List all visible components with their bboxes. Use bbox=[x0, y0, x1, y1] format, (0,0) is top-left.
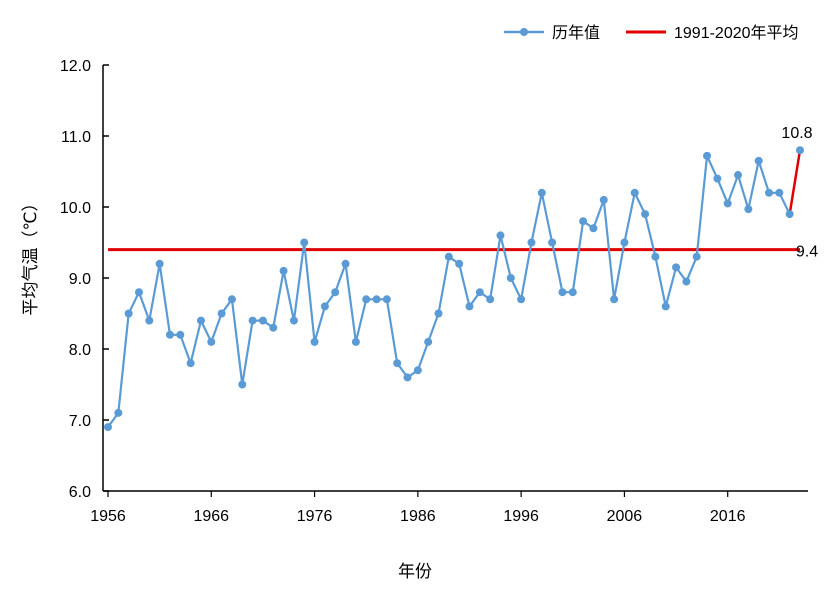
legend-label-average: 1991-2020年平均 bbox=[674, 24, 799, 42]
data-point bbox=[661, 302, 670, 311]
x-tick-label: 2016 bbox=[710, 508, 746, 525]
x-tick-label: 1986 bbox=[400, 508, 436, 525]
annotation-average-value: 9.4 bbox=[796, 244, 818, 261]
y-tick-label: 12.0 bbox=[60, 58, 91, 75]
data-point bbox=[413, 366, 422, 375]
data-point bbox=[568, 288, 577, 297]
data-point bbox=[682, 277, 691, 286]
data-point bbox=[124, 309, 133, 318]
y-tick-label: 9.0 bbox=[69, 271, 91, 288]
data-point bbox=[341, 259, 350, 268]
data-point bbox=[465, 302, 474, 311]
data-point bbox=[455, 259, 464, 268]
x-tick-label: 1996 bbox=[503, 508, 539, 525]
data-point bbox=[589, 224, 598, 233]
legend-marker-series bbox=[520, 28, 528, 36]
data-point bbox=[785, 210, 794, 219]
data-point bbox=[362, 295, 371, 304]
data-point bbox=[796, 146, 804, 155]
data-point bbox=[548, 238, 557, 247]
data-point bbox=[496, 231, 505, 240]
y-tick-label: 8.0 bbox=[69, 342, 91, 359]
series-last-segment bbox=[788, 150, 802, 215]
data-point bbox=[258, 316, 267, 325]
x-tick-label: 1966 bbox=[193, 508, 229, 525]
data-point bbox=[279, 266, 288, 275]
data-point bbox=[651, 252, 660, 261]
x-tick-label: 1976 bbox=[297, 508, 333, 525]
legend-label-series: 历年值 bbox=[552, 24, 600, 42]
data-point bbox=[754, 156, 763, 165]
series-line bbox=[107, 151, 791, 428]
data-point bbox=[186, 359, 195, 368]
data-point bbox=[320, 302, 329, 311]
data-point bbox=[558, 288, 567, 297]
data-point bbox=[434, 309, 443, 318]
data-point bbox=[104, 423, 112, 432]
data-point bbox=[486, 295, 495, 304]
y-tick-label: 7.0 bbox=[69, 413, 91, 430]
data-point bbox=[300, 238, 309, 247]
data-point bbox=[382, 295, 391, 304]
data-point bbox=[351, 337, 360, 346]
data-point bbox=[672, 263, 681, 272]
data-point bbox=[610, 295, 619, 304]
data-point bbox=[248, 316, 257, 325]
annotation-last-value: 10.8 bbox=[781, 125, 812, 142]
data-point bbox=[641, 210, 650, 219]
data-point bbox=[310, 337, 319, 346]
data-point bbox=[155, 259, 164, 268]
data-point bbox=[775, 188, 784, 197]
data-point bbox=[692, 252, 701, 261]
data-point bbox=[393, 359, 402, 368]
data-point bbox=[765, 188, 774, 197]
x-tick-label: 2006 bbox=[607, 508, 643, 525]
data-point bbox=[424, 337, 433, 346]
data-point bbox=[703, 151, 712, 160]
data-point bbox=[599, 195, 608, 204]
y-tick-label: 11.0 bbox=[61, 129, 91, 146]
data-point bbox=[475, 288, 484, 297]
data-point bbox=[331, 288, 340, 297]
data-point bbox=[372, 295, 381, 304]
data-point bbox=[196, 316, 205, 325]
data-point bbox=[527, 238, 536, 247]
data-point bbox=[713, 174, 722, 183]
data-point bbox=[238, 380, 247, 389]
data-point bbox=[403, 373, 412, 382]
y-tick-label: 10.0 bbox=[60, 200, 91, 217]
data-point bbox=[734, 171, 743, 180]
data-point bbox=[134, 288, 143, 297]
data-point bbox=[227, 295, 236, 304]
data-point bbox=[145, 316, 154, 325]
data-point bbox=[620, 238, 629, 247]
x-axis-label: 年份 bbox=[398, 562, 432, 581]
data-point bbox=[207, 337, 216, 346]
data-point bbox=[165, 330, 174, 339]
data-point bbox=[579, 217, 588, 226]
data-point bbox=[517, 295, 526, 304]
data-point bbox=[444, 252, 453, 261]
y-axis-label: 平均气温（℃） bbox=[21, 194, 40, 315]
data-point bbox=[176, 330, 185, 339]
data-point bbox=[506, 274, 515, 282]
legend: 历年值 1991-2020年平均 bbox=[504, 24, 799, 42]
data-point bbox=[537, 188, 546, 197]
data-point bbox=[114, 408, 123, 417]
data-point bbox=[217, 309, 226, 318]
data-point bbox=[289, 316, 298, 325]
x-tick-label: 1956 bbox=[90, 508, 126, 525]
data-point bbox=[630, 188, 639, 197]
data-point bbox=[723, 199, 732, 208]
data-point bbox=[269, 323, 278, 332]
y-tick-label: 6.0 bbox=[69, 484, 91, 501]
data-point bbox=[744, 205, 753, 214]
